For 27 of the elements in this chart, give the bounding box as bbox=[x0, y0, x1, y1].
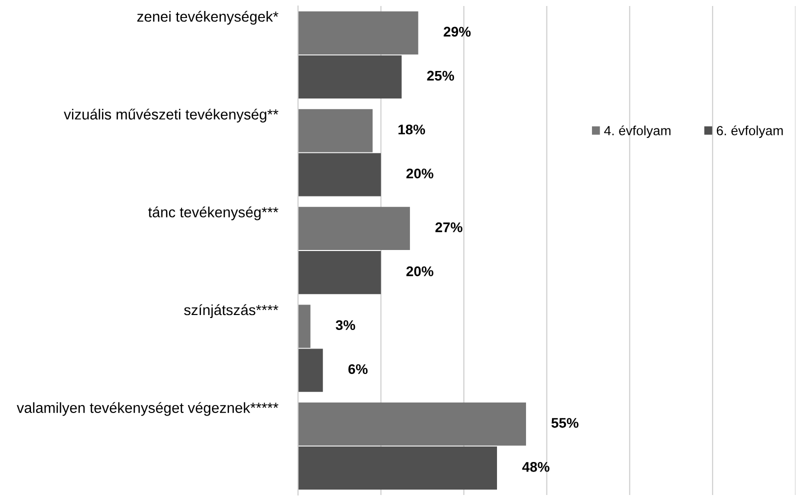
bar bbox=[298, 402, 526, 446]
y-tick-label: valamilyen tevékenységet végeznek***** bbox=[16, 402, 278, 416]
data-label: 29% bbox=[444, 26, 471, 37]
bar bbox=[298, 206, 410, 250]
data-label: 18% bbox=[398, 124, 426, 134]
data-label: 3% bbox=[336, 320, 356, 330]
data-label: 48% bbox=[522, 462, 550, 472]
legend-label: 4. évfolyam bbox=[604, 125, 670, 138]
y-tick-label: tánc tevékenység*** bbox=[148, 206, 278, 220]
legend-label: 6. évfolyam bbox=[716, 125, 783, 138]
bar bbox=[298, 348, 323, 392]
bar bbox=[298, 304, 310, 348]
y-tick-label: zenei tevékenységek* bbox=[137, 10, 278, 25]
bar bbox=[298, 250, 381, 294]
data-label: 55% bbox=[551, 418, 578, 428]
data-label: 20% bbox=[406, 266, 434, 276]
y-tick-label: színjátszás**** bbox=[184, 304, 278, 318]
data-label: 6% bbox=[348, 364, 368, 374]
bar bbox=[298, 11, 418, 54]
bar bbox=[298, 446, 497, 490]
y-tick-label: vizuális művészeti tevékenység** bbox=[64, 108, 278, 122]
bar bbox=[298, 109, 373, 152]
bar bbox=[298, 153, 381, 196]
bar bbox=[298, 55, 402, 98]
data-label: 25% bbox=[427, 70, 454, 81]
data-label: 20% bbox=[406, 168, 434, 178]
data-label: 27% bbox=[435, 222, 462, 232]
